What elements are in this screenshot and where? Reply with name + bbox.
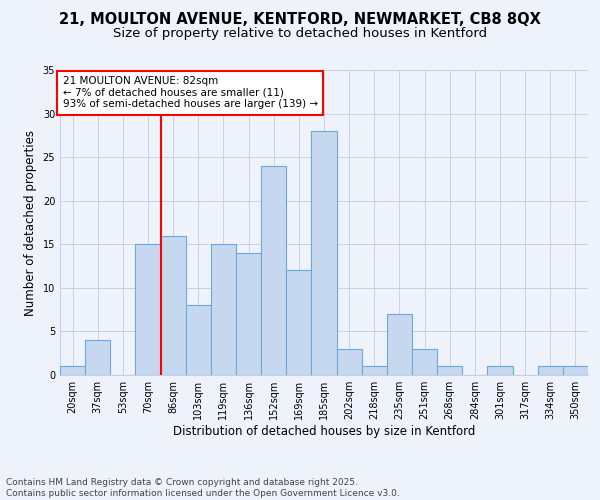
- Bar: [311, 131, 337, 375]
- Text: 21 MOULTON AVENUE: 82sqm
← 7% of detached houses are smaller (11)
93% of semi-de: 21 MOULTON AVENUE: 82sqm ← 7% of detache…: [62, 76, 318, 110]
- Text: Size of property relative to detached houses in Kentford: Size of property relative to detached ho…: [113, 28, 487, 40]
- Bar: [60, 366, 85, 375]
- Bar: [362, 366, 387, 375]
- Bar: [387, 314, 412, 375]
- Bar: [437, 366, 462, 375]
- Y-axis label: Number of detached properties: Number of detached properties: [24, 130, 37, 316]
- Bar: [337, 349, 362, 375]
- Text: 21, MOULTON AVENUE, KENTFORD, NEWMARKET, CB8 8QX: 21, MOULTON AVENUE, KENTFORD, NEWMARKET,…: [59, 12, 541, 28]
- Bar: [85, 340, 110, 375]
- Bar: [161, 236, 186, 375]
- Bar: [236, 253, 261, 375]
- Bar: [286, 270, 311, 375]
- Text: Contains HM Land Registry data © Crown copyright and database right 2025.
Contai: Contains HM Land Registry data © Crown c…: [6, 478, 400, 498]
- Bar: [538, 366, 563, 375]
- Bar: [136, 244, 161, 375]
- Bar: [412, 349, 437, 375]
- Bar: [563, 366, 588, 375]
- X-axis label: Distribution of detached houses by size in Kentford: Distribution of detached houses by size …: [173, 425, 475, 438]
- Bar: [487, 366, 512, 375]
- Bar: [211, 244, 236, 375]
- Bar: [186, 306, 211, 375]
- Bar: [261, 166, 286, 375]
